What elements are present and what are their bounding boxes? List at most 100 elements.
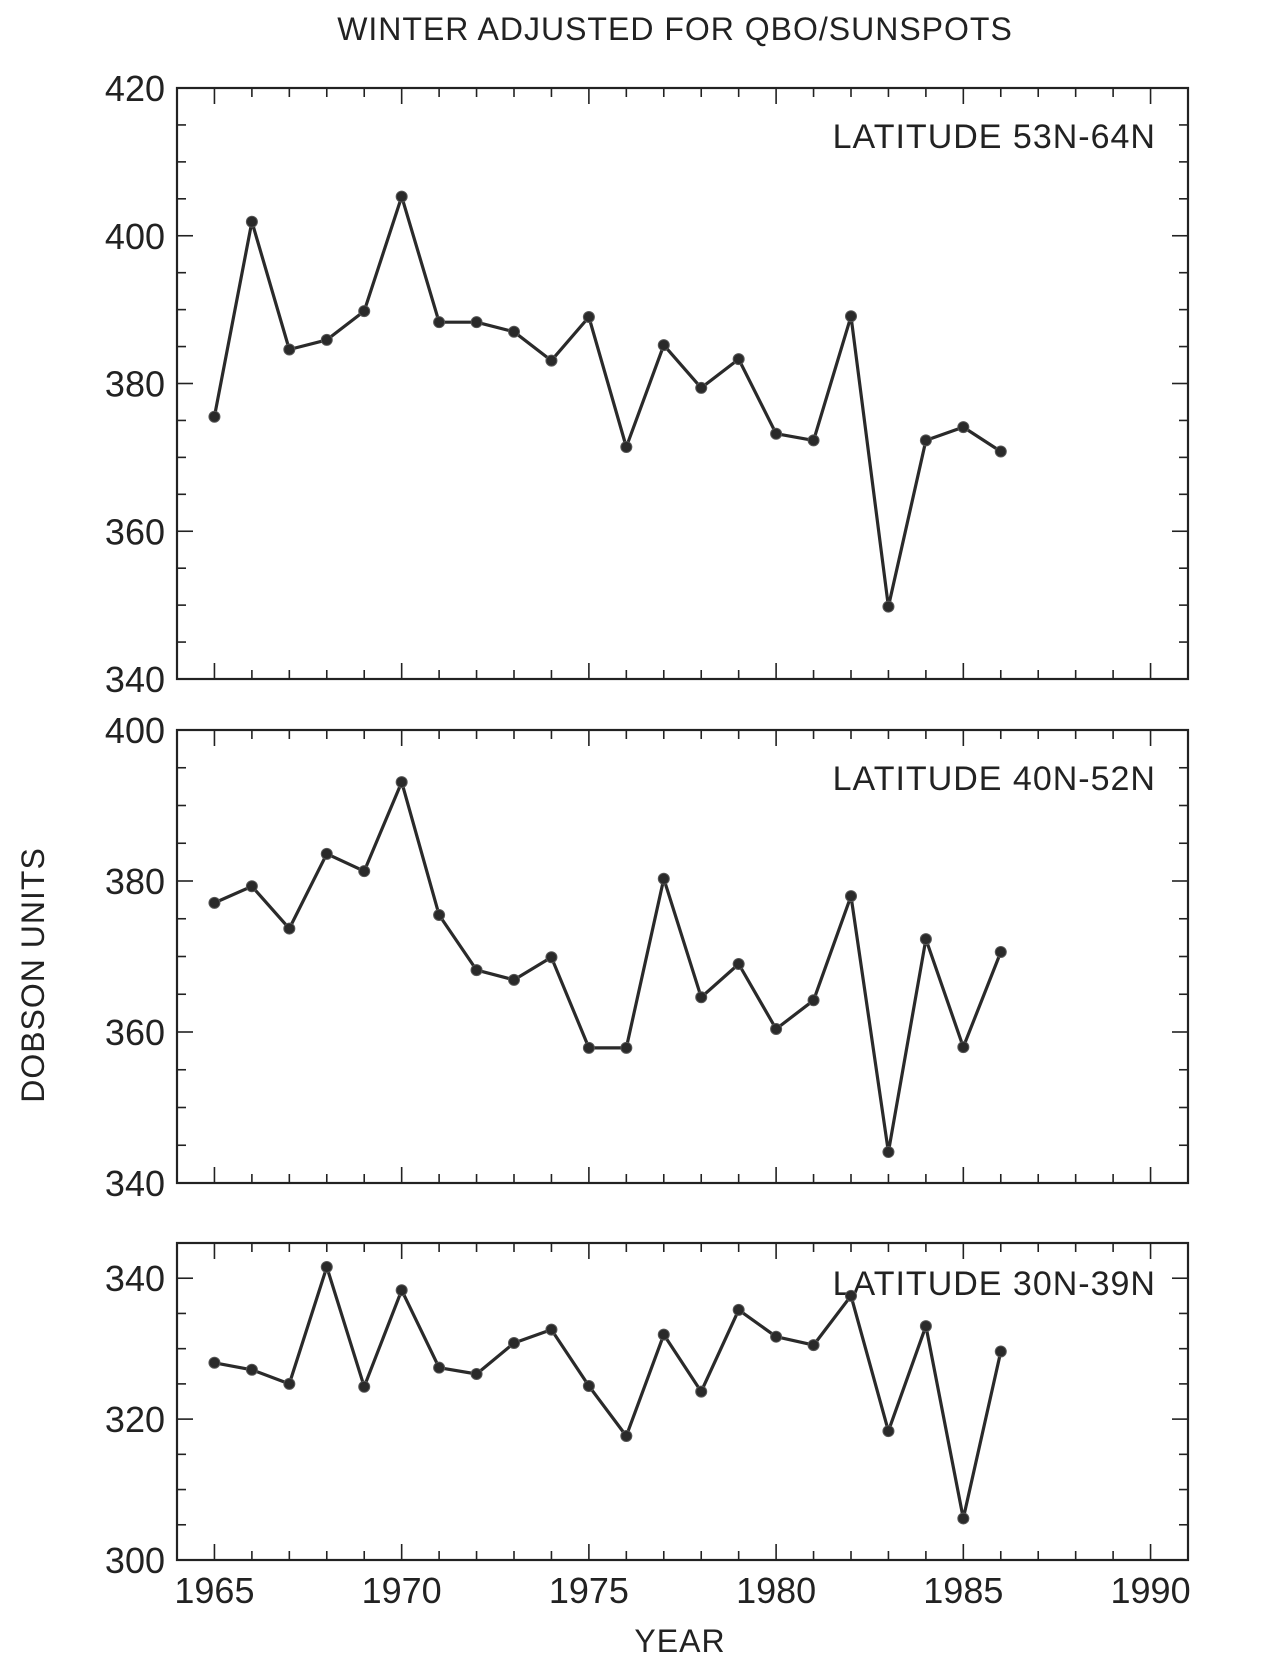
y-tick-label: 380	[105, 861, 165, 902]
series-line	[213, 780, 1003, 1154]
chart-title: WINTER ADJUSTED FOR QBO/SUNSPOTS	[337, 11, 1013, 47]
data-point	[732, 353, 745, 366]
y-tick-label: 420	[105, 68, 165, 109]
x-tick-label: 1990	[1111, 1570, 1191, 1611]
data-point	[245, 880, 258, 893]
data-point	[245, 1363, 258, 1376]
data-point	[807, 994, 820, 1007]
data-point	[882, 1146, 895, 1159]
x-tick-label: 1975	[549, 1570, 629, 1611]
data-point	[695, 991, 708, 1004]
x-tick-label: 1965	[174, 1570, 254, 1611]
data-point	[770, 427, 783, 440]
data-point	[770, 1330, 783, 1343]
panel-2: 340 360 380 400 LATITUDE 40N-52N	[105, 710, 1190, 1204]
data-point	[395, 776, 408, 789]
data-point	[695, 381, 708, 394]
data-point	[283, 1377, 296, 1390]
data-point	[620, 441, 633, 454]
panels: 340 360 380 400 420 LATITUDE 53N-64N 340 360 380…	[105, 68, 1190, 1581]
data-point	[208, 410, 221, 423]
data-point	[807, 434, 820, 447]
data-point	[320, 1260, 333, 1273]
data-point	[582, 1041, 595, 1054]
data-point	[732, 958, 745, 971]
y-tick-label: 340	[105, 1163, 165, 1204]
data-point	[845, 310, 857, 323]
data-point	[320, 333, 333, 346]
panel-label: LATITUDE 40N-52N	[833, 760, 1156, 798]
y-tick-label: 340	[105, 659, 165, 700]
data-point	[358, 305, 371, 318]
y-tick-label: 320	[105, 1399, 165, 1440]
data-point	[845, 890, 857, 903]
data-point	[395, 190, 408, 203]
x-axis: 1965 1970 1975 1980 1985 1990	[174, 1570, 1190, 1611]
y-tick-label: 340	[105, 1258, 165, 1299]
data-point	[770, 1022, 783, 1035]
data-point	[508, 325, 520, 338]
data-point	[807, 1339, 820, 1352]
data-point	[508, 1337, 520, 1350]
data-point	[582, 311, 595, 324]
data-point	[582, 1380, 595, 1393]
data-point	[657, 339, 670, 352]
y-tick-label: 400	[105, 710, 165, 751]
data-point	[433, 316, 446, 329]
y-axis-title: DOBSON UNITS	[15, 847, 51, 1103]
data-point	[620, 1041, 633, 1054]
data-point	[732, 1303, 745, 1316]
data-point	[994, 1345, 1007, 1358]
data-point	[470, 316, 483, 329]
data-point	[657, 872, 670, 885]
data-point	[919, 434, 932, 447]
y-tick-label: 380	[105, 364, 165, 405]
panel-frame	[175, 86, 1190, 681]
y-tick-label: 300	[105, 1540, 165, 1581]
data-point	[283, 343, 296, 356]
y-tick-label: 400	[105, 216, 165, 257]
data-point	[358, 1380, 371, 1393]
data-point	[545, 951, 558, 964]
data-point	[508, 973, 520, 986]
panel-label: LATITUDE 53N-64N	[833, 118, 1156, 156]
data-point	[882, 600, 895, 613]
y-tick-label: 360	[105, 511, 165, 552]
data-point	[845, 1289, 857, 1302]
data-point	[470, 1368, 483, 1381]
data-point	[919, 1320, 932, 1333]
x-tick-label: 1985	[923, 1570, 1003, 1611]
data-point	[433, 1361, 446, 1374]
data-point	[208, 896, 221, 909]
y-tick-label: 360	[105, 1012, 165, 1053]
series-line	[212, 195, 1002, 609]
data-point	[695, 1385, 708, 1398]
data-point	[245, 215, 258, 228]
x-tick-label: 1970	[362, 1570, 442, 1611]
series-line	[214, 1265, 1003, 1521]
data-point	[545, 1323, 558, 1336]
x-tick-label: 1980	[736, 1570, 816, 1611]
data-point	[358, 865, 371, 878]
x-axis-title: YEAR	[634, 1623, 725, 1659]
data-point	[957, 1041, 970, 1054]
data-point	[919, 933, 932, 946]
data-point	[957, 1512, 970, 1525]
panel-3: 300 320 340 LATITUDE 30N-39N	[105, 1241, 1190, 1581]
data-point	[882, 1425, 895, 1438]
data-point	[283, 922, 296, 935]
data-point	[994, 945, 1007, 958]
data-point	[433, 908, 446, 921]
data-point	[545, 354, 558, 367]
panel-frame	[175, 1241, 1190, 1562]
data-point	[320, 847, 333, 860]
panel-label: LATITUDE 30N-39N	[833, 1265, 1156, 1303]
data-point	[470, 964, 483, 977]
data-point	[994, 445, 1007, 458]
data-point	[395, 1284, 408, 1297]
data-point	[620, 1430, 633, 1443]
data-point	[208, 1356, 221, 1369]
data-point	[957, 421, 970, 434]
